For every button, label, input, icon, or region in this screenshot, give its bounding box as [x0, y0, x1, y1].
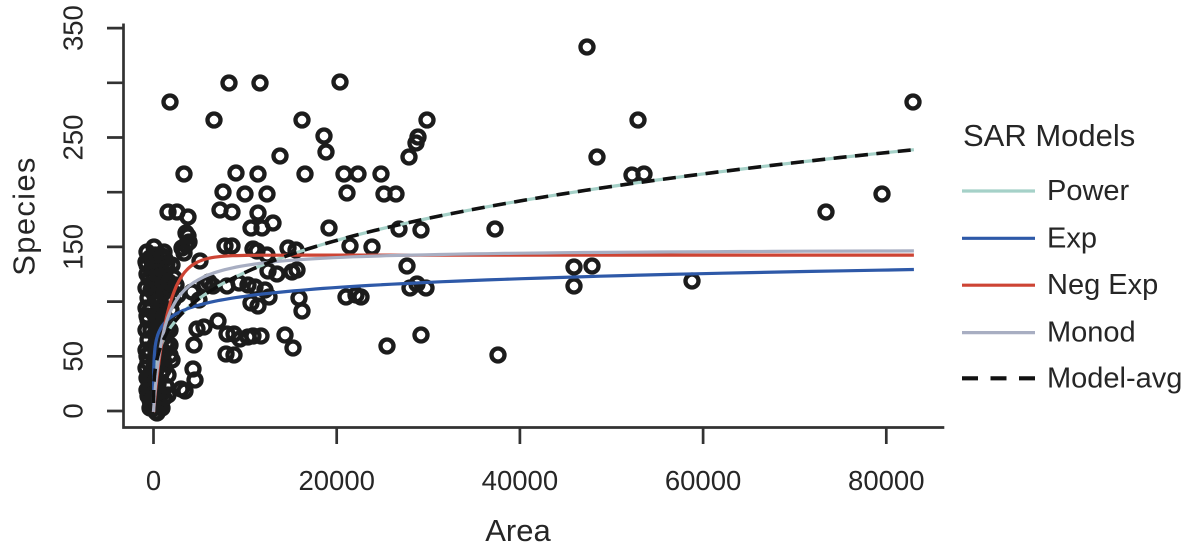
- svg-text:20000: 20000: [298, 465, 374, 496]
- svg-text:350: 350: [58, 5, 89, 51]
- svg-text:Power: Power: [1047, 175, 1130, 207]
- svg-text:0: 0: [146, 465, 161, 496]
- svg-text:60000: 60000: [665, 465, 741, 496]
- svg-text:80000: 80000: [848, 465, 924, 496]
- svg-text:150: 150: [58, 224, 89, 270]
- svg-text:250: 250: [58, 115, 89, 161]
- svg-text:40000: 40000: [482, 465, 558, 496]
- svg-text:50: 50: [58, 341, 89, 372]
- svg-text:Exp: Exp: [1047, 222, 1097, 254]
- svg-text:Model-avg: Model-avg: [1047, 362, 1182, 394]
- svg-text:Species: Species: [7, 156, 42, 275]
- svg-text:Monod: Monod: [1047, 317, 1136, 349]
- svg-text:SAR Models: SAR Models: [963, 118, 1135, 153]
- svg-text:0: 0: [58, 403, 89, 418]
- svg-text:Neg Exp: Neg Exp: [1047, 269, 1158, 301]
- svg-text:Area: Area: [485, 513, 551, 548]
